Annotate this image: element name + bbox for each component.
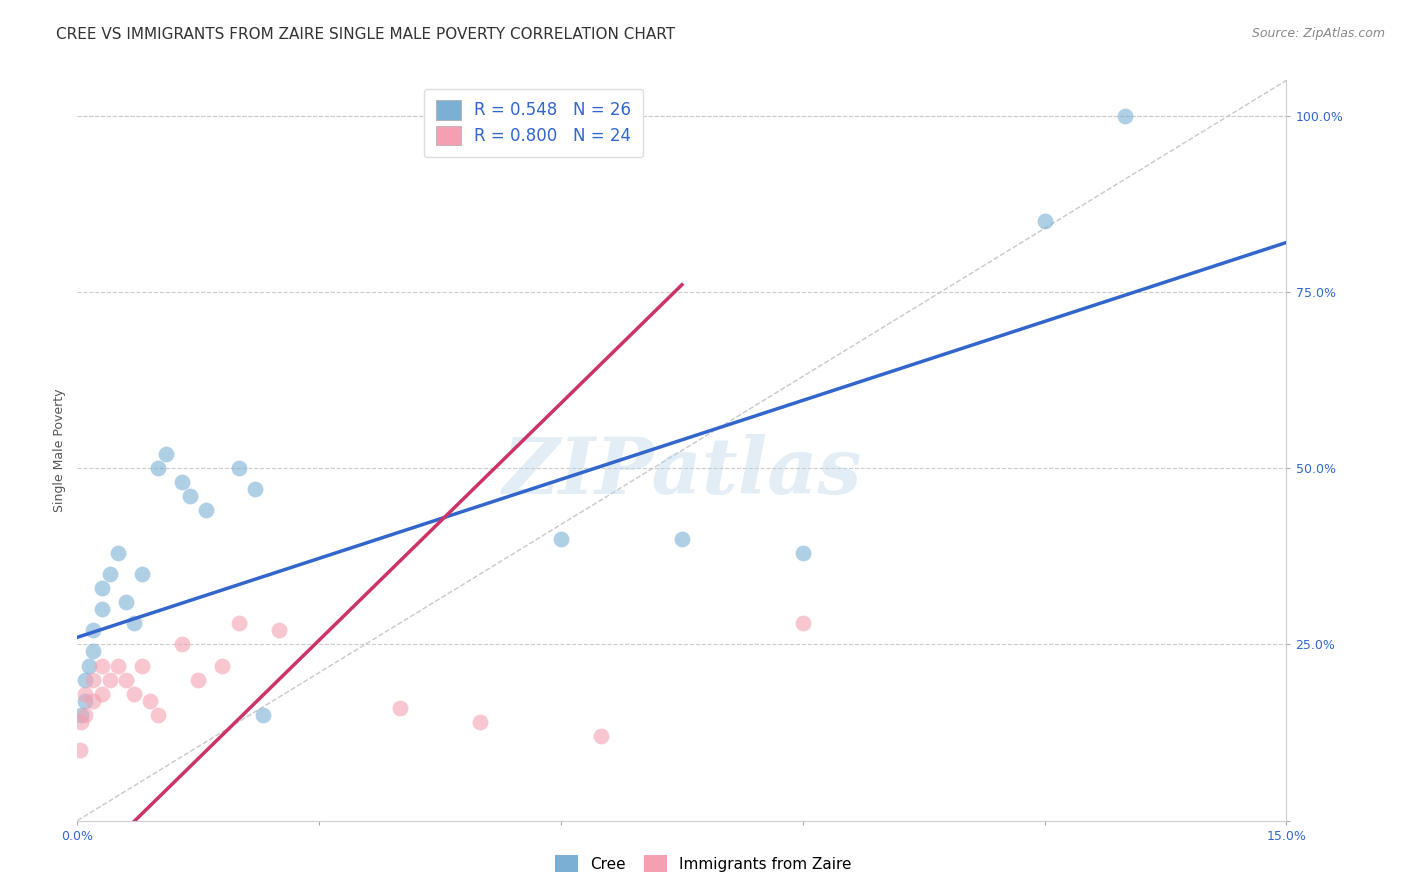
Point (122, 616, 145, 631)
Point (131, 658, 153, 673)
Point (90, 687, 112, 701)
Point (1114, 109, 1136, 123)
Point (70, 714, 93, 729)
Point (1033, 214, 1056, 228)
Point (131, 566, 153, 581)
Point (90, 581, 112, 595)
Point (107, 546, 129, 560)
Point (82, 644, 104, 658)
Point (75, 707, 97, 722)
Point (243, 482, 266, 496)
Y-axis label: Single Male Poverty: Single Male Poverty (53, 389, 66, 512)
Point (75, 673, 97, 687)
Legend: R = 0.548   N = 26, R = 0.800   N = 24: R = 0.548 N = 26, R = 0.800 N = 24 (425, 88, 643, 157)
Point (267, 624, 290, 638)
Point (98, 566, 121, 581)
Point (90, 602, 112, 616)
Point (79, 658, 101, 673)
Point (172, 475, 194, 490)
Point (792, 546, 814, 560)
Point (252, 707, 274, 722)
Point (114, 595, 136, 609)
Point (550, 532, 572, 546)
Point (107, 658, 129, 673)
Point (75, 694, 97, 708)
Point (82, 673, 104, 687)
Point (114, 673, 136, 687)
Point (470, 714, 492, 729)
Legend: Cree, Immigrants from Zaire: Cree, Immigrants from Zaire (547, 847, 859, 880)
Point (122, 687, 145, 701)
Point (75, 687, 97, 701)
Point (69, 743, 91, 757)
Point (211, 658, 233, 673)
Point (146, 461, 169, 475)
Point (187, 673, 209, 687)
Point (70, 707, 93, 722)
Point (671, 532, 693, 546)
Point (82, 624, 104, 638)
Point (155, 447, 177, 461)
Text: Source: ZipAtlas.com: Source: ZipAtlas.com (1251, 27, 1385, 40)
Point (195, 503, 218, 517)
Point (98, 673, 121, 687)
Point (388, 701, 411, 715)
Point (139, 694, 162, 708)
Point (179, 489, 201, 503)
Point (82, 694, 104, 708)
Point (172, 637, 194, 651)
Point (591, 729, 613, 743)
Point (90, 658, 112, 673)
Text: CREE VS IMMIGRANTS FROM ZAIRE SINGLE MALE POVERTY CORRELATION CHART: CREE VS IMMIGRANTS FROM ZAIRE SINGLE MAL… (56, 27, 675, 42)
Point (228, 461, 250, 475)
Point (146, 707, 169, 722)
Text: ZIPatlas: ZIPatlas (502, 434, 862, 511)
Point (228, 616, 250, 631)
Point (792, 616, 814, 631)
